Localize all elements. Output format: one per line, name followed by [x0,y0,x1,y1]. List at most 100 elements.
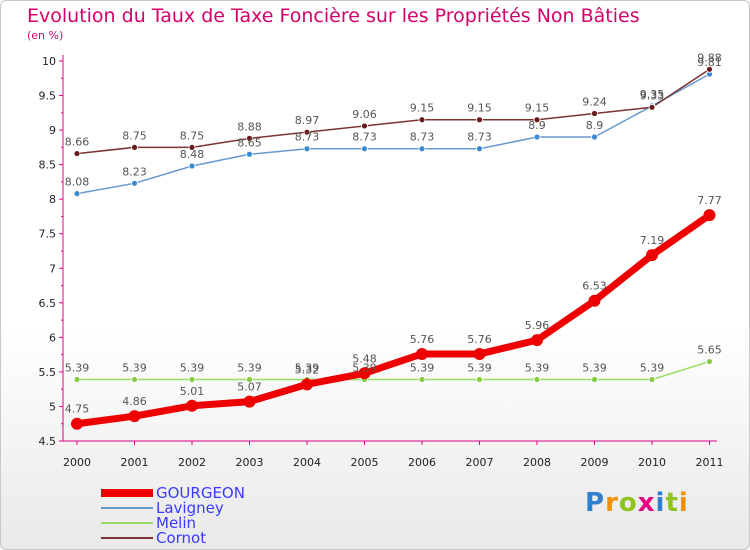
data-point-cornot [246,134,253,142]
logo-letter: x [637,488,656,518]
series-line-gourgeon [73,211,713,428]
data-label-gourgeon: 5.07 [237,381,262,394]
legend-swatch-cornot [101,537,153,539]
data-point-cornot [591,110,598,117]
data-point-cornot [533,116,541,124]
data-label-cornot: 9.33 [640,89,665,102]
data-label-gourgeon: 7.19 [640,234,665,247]
x-tick-label: 2000 [63,456,91,469]
data-label-gourgeon: 5.32 [295,363,320,376]
data-label-melin: 5.39 [525,362,550,375]
y-tick-label: 9.5 [39,90,57,103]
data-point-cornot [361,122,368,130]
series-line-melin [76,360,711,381]
y-tick-label: 5 [49,400,56,413]
data-label-lavigney: 9.35 [640,88,665,101]
legend-swatch-gourgeon [101,489,153,497]
data-point-gourgeon [473,347,486,360]
data-point-lavigney [131,179,138,187]
x-tick-label: 2008 [523,456,551,469]
data-point-gourgeon [416,347,428,360]
legend-swatch-lavigney [101,507,153,509]
data-point-melin [706,358,713,365]
data-point-cornot [131,143,138,151]
data-point-cornot [476,116,483,124]
data-point-lavigney [361,145,368,153]
data-label-lavigney: 8.9 [586,119,604,132]
data-point-lavigney [533,133,541,141]
data-label-gourgeon: 5.01 [180,385,205,398]
data-label-melin: 5.39 [237,362,262,375]
data-label-lavigney: 8.9 [528,119,546,132]
data-point-cornot [73,150,81,157]
logo-letter: o [618,488,638,518]
x-tick-label: 2005 [351,456,379,469]
data-point-gourgeon [71,417,83,430]
data-point-cornot [303,128,311,136]
data-label-melin: 5.39 [180,362,205,375]
data-label-lavigney: 8.73 [352,131,377,144]
data-label-gourgeon: 4.75 [65,403,90,416]
series-markers [71,65,716,430]
data-point-melin [73,376,81,383]
data-label-cornot: 8.88 [237,120,262,133]
y-tick-label: 4.5 [39,435,57,448]
data-point-gourgeon [646,249,658,262]
data-label-melin: 5.39 [467,362,492,375]
x-tick-label: 2010 [638,456,666,469]
data-label-melin: 5.39 [65,362,90,375]
data-label-cornot: 9.15 [410,102,435,115]
data-point-gourgeon [186,399,198,412]
data-label-gourgeon: 6.53 [582,280,607,293]
logo-letter: r [605,488,619,518]
data-point-gourgeon [588,294,601,307]
data-point-melin [476,376,483,383]
logo-letter: i [655,488,666,518]
data-point-melin [188,376,196,383]
data-label-lavigney: 9.81 [697,56,722,69]
data-label-melin: 5.39 [295,362,320,375]
data-label-gourgeon: 5.76 [410,333,435,346]
y-tick-label: 8 [49,193,56,206]
data-label-lavigney: 8.48 [180,148,205,161]
data-point-gourgeon [128,410,141,423]
x-tick-label: 2003 [236,456,264,469]
data-label-melin: 5.39 [352,362,377,375]
data-point-lavigney [246,150,253,158]
data-label-cornot: 8.75 [122,129,147,142]
data-point-lavigney [188,162,196,170]
data-label-cornot: 8.97 [295,114,320,127]
data-label-lavigney: 8.08 [65,176,90,189]
data-label-lavigney: 8.65 [237,136,262,149]
unit-label: (en %) [27,29,64,42]
chart-title: Evolution du Taux de Taxe Foncière sur l… [27,5,640,27]
data-point-gourgeon [301,378,313,391]
legend-swatch-melin [101,522,153,524]
y-tick-label: 9 [49,124,56,137]
data-label-cornot: 9.15 [525,102,550,115]
data-point-lavigney [418,145,426,153]
data-point-lavigney [303,145,311,153]
data-label-melin: 5.65 [697,344,722,357]
legend-label-melin: Melin [156,514,197,532]
data-label-cornot: 9.06 [352,108,377,121]
data-point-lavigney [476,145,483,153]
data-point-cornot [706,65,713,73]
data-label-lavigney: 8.23 [122,165,147,178]
data-point-gourgeon [703,209,716,222]
data-point-melin [418,376,426,383]
series-line-cornot [76,68,711,155]
series-line-lavigney [76,73,711,195]
y-tick-label: 5.5 [39,366,57,379]
data-point-cornot [418,116,426,124]
data-label-gourgeon: 5.48 [352,352,377,365]
data-label-lavigney: 8.73 [295,131,320,144]
y-tick-label: 10 [42,55,56,68]
data-point-melin [648,376,656,383]
data-point-lavigney [73,190,81,198]
x-tick-label: 2006 [408,456,436,469]
data-point-cornot [188,143,196,151]
data-label-gourgeon: 5.96 [525,319,550,332]
data-label-lavigney: 8.73 [410,131,435,144]
data-point-melin [246,376,253,383]
